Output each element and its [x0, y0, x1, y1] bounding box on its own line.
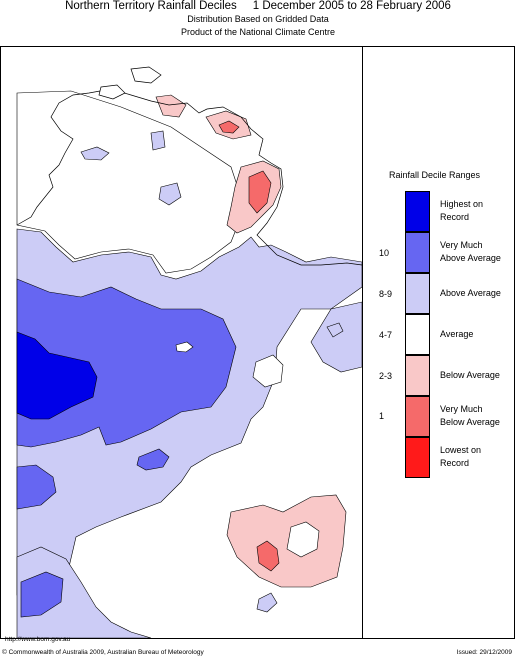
- region-very-much-above-average-southwest: [16, 464, 57, 510]
- legend-decile-10: 10: [379, 248, 390, 258]
- legend-swatch-above-average: [405, 273, 430, 314]
- legend-label-average: Average: [440, 329, 474, 339]
- map-subtitle-distribution: Distribution Based on Gridded Data: [187, 14, 329, 24]
- legend-decile-8-9: 8-9: [379, 289, 393, 299]
- island-outline-1: [98, 84, 126, 100]
- legend-swatch-lowest-on-record: [405, 437, 430, 478]
- region-above-average-southwest: [16, 546, 152, 638]
- legend-decile-4-7: 4-7: [379, 330, 393, 340]
- region-very-much-above-average-south: [20, 571, 64, 618]
- legend-swatch-very-much-below-average: [405, 396, 430, 437]
- legend-label-very-much-below-average: Very Much Below Average: [440, 404, 500, 427]
- region-above-average-island-1: [80, 146, 110, 161]
- coastline: [16, 88, 362, 266]
- legend-label-below-average: Below Average: [440, 370, 500, 380]
- legend-swatch-below-average: [405, 355, 430, 396]
- island-outline-2: [130, 66, 162, 84]
- region-very-much-below-average-northeast: [248, 170, 272, 214]
- region-very-much-below-average-south-east: [256, 540, 280, 572]
- region-very-much-below-average-north: [218, 120, 240, 134]
- legend-swatch-average: [405, 314, 430, 355]
- map-subtitle-product: Product of the National Climate Centre: [180, 27, 336, 37]
- map-frame: [0, 46, 515, 639]
- legend-swatch-highest-on-record: [405, 191, 430, 232]
- region-average-north: [16, 90, 242, 274]
- legend-label-highest-on-record: Highest on Record: [440, 199, 484, 222]
- footer-url: http://www.bom.gov.au: [5, 636, 71, 643]
- region-above-average-island-2: [150, 130, 166, 151]
- region-average-small-hole: [175, 341, 194, 353]
- map-title: Northern Territory Rainfall Deciles 1 De…: [65, 0, 451, 12]
- rainfall-decile-map: [16, 66, 362, 638]
- region-highest-on-record: [16, 331, 98, 420]
- region-above-average-island-4: [256, 592, 278, 613]
- legend-decile-1: 1: [379, 411, 385, 421]
- region-average-east-hole: [252, 354, 284, 388]
- legend-decile-2-3: 2-3: [379, 371, 393, 381]
- legend-label-very-much-above-average: Very Much Above Average: [440, 240, 501, 263]
- legend-title: Rainfall Decile Ranges: [389, 170, 481, 180]
- footer-issued-date: Issued: 29/12/2009: [456, 649, 512, 656]
- legend-swatch-very-much-above-average: [405, 232, 430, 273]
- footer-copyright: © Commonwealth of Australia 2009, Austra…: [2, 649, 204, 656]
- region-above-average-east: [310, 301, 362, 373]
- region-very-much-above-average-central: [136, 448, 170, 471]
- legend-label-lowest-on-record: Lowest on Record: [440, 445, 482, 468]
- region-below-average-south-east: [226, 494, 347, 588]
- region-above-average-island-5: [326, 322, 344, 338]
- region-above-average-island-3: [158, 182, 182, 206]
- legend-divider: [362, 46, 363, 639]
- region-below-average-northwest-island: [155, 94, 187, 118]
- legend-label-above-average: Above Average: [440, 288, 501, 298]
- region-average-south-east-hole: [286, 521, 320, 558]
